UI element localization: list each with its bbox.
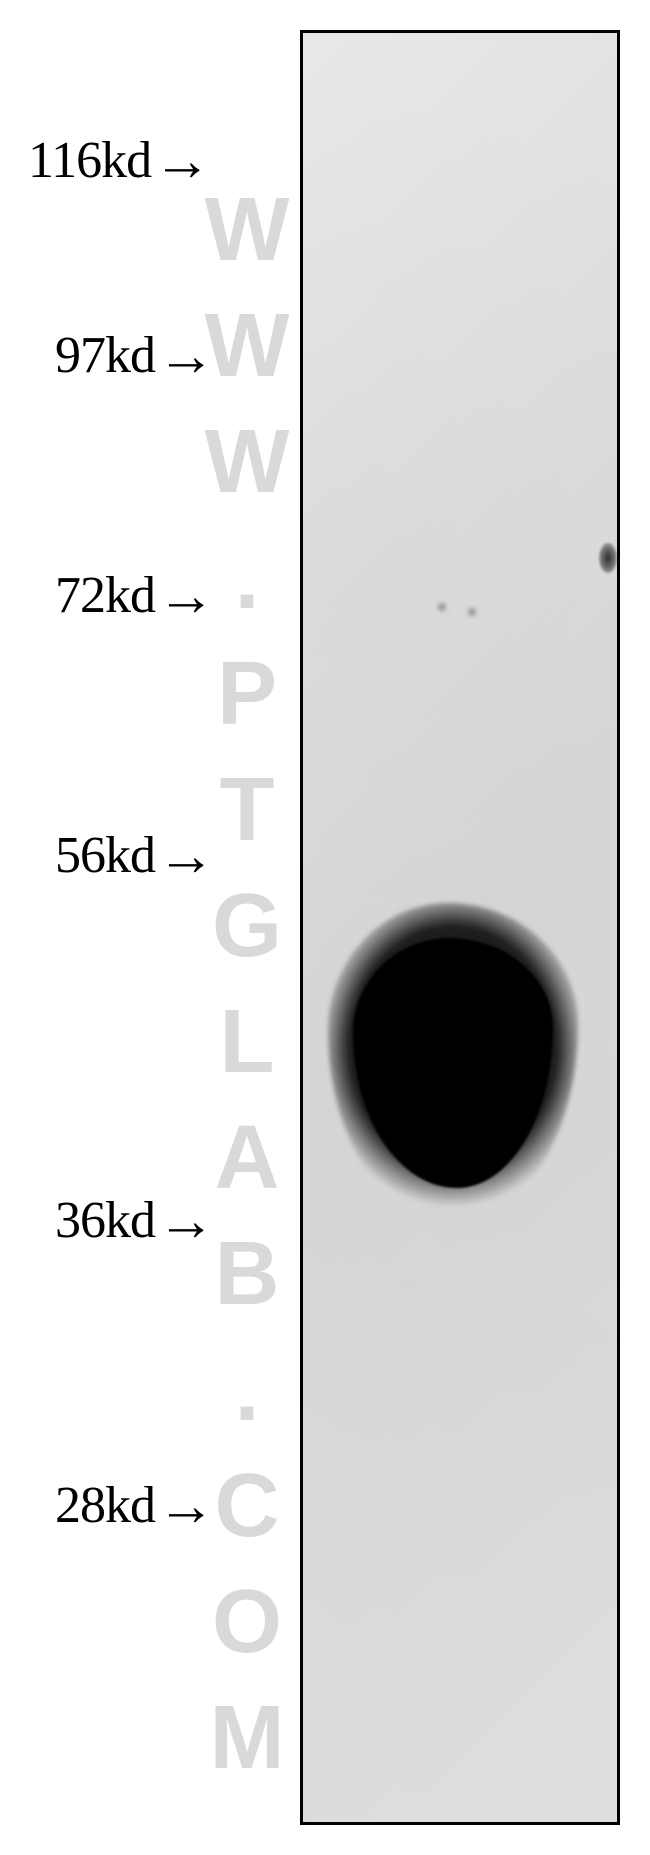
arrow-icon: → bbox=[157, 1187, 215, 1254]
marker-28kd: 28kd → bbox=[55, 1475, 215, 1535]
western-blot-figure: 116kd → 97kd → 72kd → 56kd → 36kd → 28kd… bbox=[0, 0, 650, 1855]
arrow-icon: → bbox=[153, 127, 211, 194]
watermark-text: WWW.PTGLAB.COM bbox=[195, 180, 298, 1804]
marker-label-text: 97kd bbox=[55, 326, 155, 385]
minor-spot bbox=[468, 608, 476, 616]
marker-97kd: 97kd → bbox=[55, 325, 215, 385]
marker-label-text: 56kd bbox=[55, 826, 155, 885]
arrow-icon: → bbox=[157, 322, 215, 389]
arrow-icon: → bbox=[157, 562, 215, 629]
arrow-icon: → bbox=[157, 822, 215, 889]
blot-lane bbox=[300, 30, 620, 1825]
marker-116kd: 116kd → bbox=[28, 130, 211, 190]
marker-56kd: 56kd → bbox=[55, 825, 215, 885]
marker-label-text: 116kd bbox=[28, 131, 151, 190]
minor-spot bbox=[438, 603, 446, 611]
marker-label-text: 72kd bbox=[55, 566, 155, 625]
edge-spot bbox=[599, 543, 617, 573]
marker-label-text: 36kd bbox=[55, 1191, 155, 1250]
arrow-icon: → bbox=[157, 1472, 215, 1539]
marker-72kd: 72kd → bbox=[55, 565, 215, 625]
marker-label-text: 28kd bbox=[55, 1476, 155, 1535]
marker-36kd: 36kd → bbox=[55, 1190, 215, 1250]
